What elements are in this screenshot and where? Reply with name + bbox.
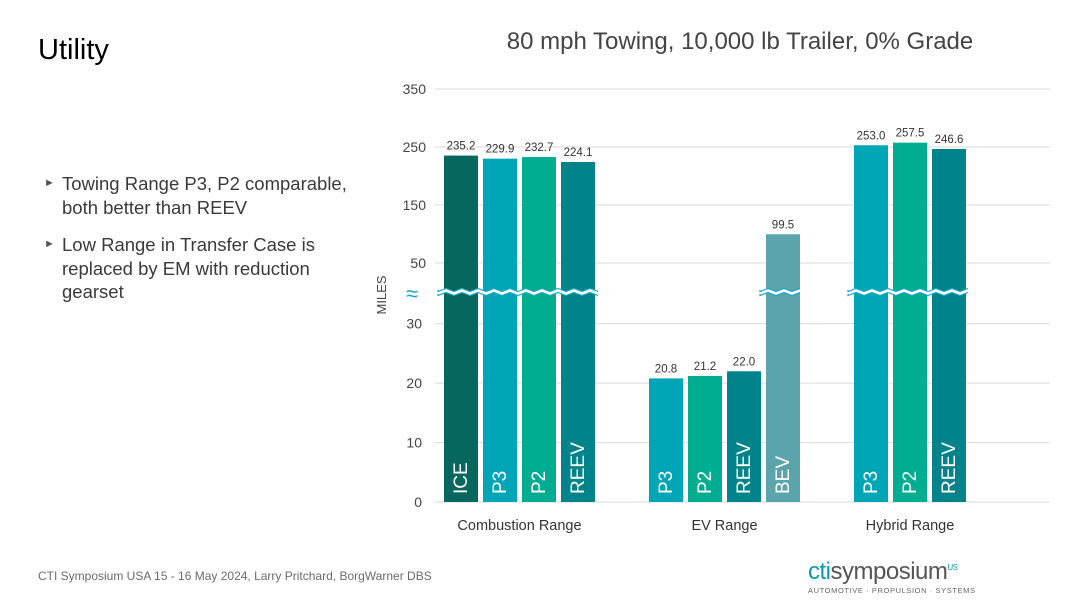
- slide-title: Utility: [38, 34, 109, 66]
- bar: [688, 376, 722, 502]
- bullet-arrow-icon: ►: [44, 238, 55, 250]
- data-label: 257.5: [896, 128, 925, 140]
- data-label: 224.1: [564, 147, 593, 159]
- bar-label: P2: [900, 471, 921, 494]
- bar: [522, 157, 556, 502]
- data-label: 21.2: [694, 361, 716, 373]
- y-tick-label: 150: [403, 197, 427, 213]
- axis-break-mark: [436, 288, 599, 297]
- axis-break-line: [437, 291, 599, 297]
- bullet-text: Towing Range P3, P2 comparable, both bet…: [62, 173, 347, 218]
- y-tick-label: 20: [406, 375, 422, 391]
- axis-break-mark: [758, 288, 801, 297]
- bullet-item: ► Towing Range P3, P2 comparable, both be…: [44, 172, 364, 219]
- logo-main: symposium: [830, 558, 948, 585]
- y-tick-label: 30: [406, 316, 422, 332]
- axis-break-line: [847, 291, 969, 297]
- bar-label: REEV: [939, 442, 960, 494]
- data-label: 20.8: [655, 363, 677, 375]
- bar-label: BEV: [773, 456, 794, 494]
- data-label: 235.2: [447, 141, 476, 153]
- data-label: 229.9: [486, 144, 515, 156]
- bullet-text: Low Range in Transfer Case is replaced b…: [62, 234, 315, 302]
- data-label: 232.7: [525, 142, 554, 154]
- bullet-arrow-icon: ►: [44, 177, 55, 189]
- bar-label: REEV: [568, 442, 589, 494]
- bar: [561, 162, 595, 502]
- logo-prefix: cti: [808, 558, 831, 585]
- axis-break-line: [759, 291, 801, 297]
- bar-label: ICE: [451, 462, 472, 494]
- bar-label: P3: [656, 471, 677, 494]
- chart-title: 80 mph Towing, 10,000 lb Trailer, 0% Gra…: [507, 28, 974, 55]
- axis-break-line: [437, 287, 599, 293]
- data-label: 253.0: [857, 130, 886, 142]
- bar-label: P3: [490, 471, 511, 494]
- x-group-label: EV Range: [691, 518, 757, 534]
- logo-sup: US: [947, 563, 958, 572]
- y-tick-label: 350: [403, 81, 427, 97]
- y-tick-label: 250: [403, 139, 427, 155]
- y-tick-label: 10: [406, 435, 422, 451]
- cti-logo: ctisymposiumUS AUTOMOTIVE · PROPULSION ·…: [808, 558, 1048, 598]
- x-group-label: Combustion Range: [457, 518, 581, 534]
- bar: [766, 234, 800, 503]
- bar-chart: 80 mph Towing, 10,000 lb Trailer, 0% Gra…: [374, 28, 1050, 534]
- axis-break-icon: ≈: [406, 281, 418, 306]
- bar: [893, 142, 927, 502]
- axis-break-line: [847, 287, 969, 293]
- bullet-list: ► Towing Range P3, P2 comparable, both be…: [44, 172, 364, 318]
- bullet-item: ► Low Range in Transfer Case is replaced …: [44, 233, 364, 304]
- bar: [483, 158, 517, 502]
- y-tick-label: 0: [414, 494, 422, 510]
- axis-break-line: [759, 287, 801, 293]
- data-label: 22.0: [733, 356, 755, 368]
- x-group-label: Hybrid Range: [866, 518, 955, 534]
- data-label: 246.6: [935, 134, 964, 146]
- bar-label: P2: [695, 471, 716, 494]
- y-tick-label: 50: [410, 255, 426, 271]
- footer-text: CTI Symposium USA 15 - 16 May 2024, Larr…: [38, 569, 432, 583]
- bar: [932, 148, 966, 503]
- axis-break-mark: [846, 288, 969, 297]
- data-label: 99.5: [772, 219, 794, 231]
- logo-tagline: AUTOMOTIVE · PROPULSION · SYSTEMS: [808, 586, 976, 595]
- bar: [727, 371, 761, 502]
- bar-label: REEV: [734, 442, 755, 494]
- bar-label: P3: [861, 471, 882, 494]
- y-axis-label: MILES: [374, 275, 389, 314]
- bar-label: P2: [529, 471, 550, 494]
- bar: [444, 155, 478, 503]
- bar: [649, 378, 683, 502]
- bar: [854, 145, 888, 502]
